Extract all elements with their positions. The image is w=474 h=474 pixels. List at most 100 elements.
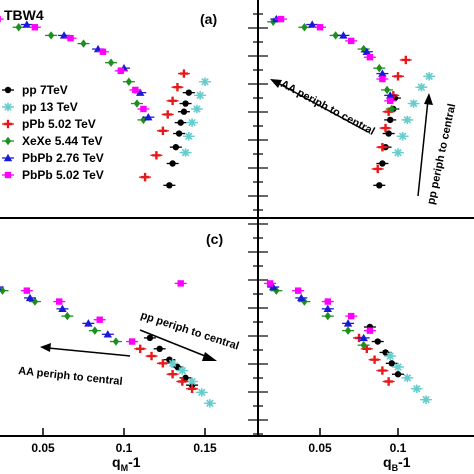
data-point-ppb [378,142,387,152]
data-point-pbpb276 [378,69,387,77]
arrow-pp-bottom [139,329,217,361]
data-point-pp13 [398,132,407,141]
data-point-pbpb276 [59,31,69,39]
data-marks [0,14,436,408]
axis-ticks: 0.05 0.1 0.15 0.05 0.1 [31,13,474,455]
data-point-pbpb276 [362,47,371,55]
data-point-pp13 [178,366,187,375]
legend-entry-pp13: pp 13 TeV [22,100,78,114]
data-point-pp13 [205,399,215,408]
data-point-pp7 [376,182,383,189]
arrow-aa-bottom [40,343,131,357]
data-point-pbpb276 [386,91,395,99]
data-point-pp13 [409,99,418,108]
figure-label: TBW4 [4,7,44,23]
legend-entry-pbpb276: PbPb 2.76 TeV [22,151,104,165]
data-point-pp13 [192,104,202,114]
data-point-xexe [125,77,133,86]
legend-entry-pp7: pp 7TeV [22,83,68,97]
data-point-ppb [179,69,189,78]
legend-marker-pbpb502 [4,171,12,179]
data-point-xexe [15,23,22,32]
data-point-pp13 [425,72,434,81]
panel-bottom-right [264,280,433,404]
x-tick-label: 0.05 [31,441,55,455]
data-point-ppb [373,164,382,174]
data-point-pp13 [417,83,426,92]
data-point-pbpb276 [339,31,348,39]
data-point-pp7 [169,160,176,167]
data-point-ppb [147,351,156,361]
data-point-xexe [47,31,55,40]
data-point-pbpb502 [366,54,374,61]
data-point-ppb [173,83,182,92]
data-point-pbpb502 [177,280,184,287]
x-tick-label: 0.1 [390,441,407,455]
panel-label-a: (a) [200,11,217,27]
data-point-pbpb276 [144,112,153,121]
data-point-xexe [133,99,141,108]
data-point-pp13 [403,373,412,383]
legend-marker-pp7 [4,86,12,94]
x-axis-title-right: qB-1 [383,454,411,473]
data-point-pbpb502 [266,280,274,287]
data-point-pbpb276 [359,333,368,342]
data-point-xexe [140,115,147,125]
data-point-pbpb502 [348,312,355,320]
data-point-ppb [401,55,410,65]
data-point-pbpb502 [96,316,103,323]
data-point-pp7 [177,119,184,126]
data-point-pp13 [187,377,197,386]
data-point-xexe [360,340,367,350]
data-point-xexe [64,311,71,321]
data-point-pp13 [184,132,193,141]
data-point-ppb [158,126,168,135]
data-point-pbpb502 [117,67,124,75]
x-tick-label: 0.05 [308,441,332,455]
data-point-pp7 [174,363,181,371]
x-tick-label: 0.15 [193,441,217,455]
data-point-pbpb502 [31,24,39,31]
data-point-ppb [384,377,393,386]
data-point-pp13 [181,148,190,157]
data-point-pp13 [197,388,206,397]
data-point-pbpb502 [56,298,63,305]
data-point-ppb [393,72,403,81]
legend-marker-pbpb276 [3,153,13,162]
data-point-pp13 [421,395,431,404]
data-point-pp7 [185,89,192,96]
legend: pp 7TeV pp 13 TeV pPb 5.02 TeV XeXe 5.44 Te… [2,83,104,182]
data-point-pbpb276 [84,319,93,327]
data-point-xexe [112,337,120,346]
data-point-pbpb276 [343,319,353,327]
x-tick-label: 0.1 [116,441,133,455]
annotation-aa-top: AA periph to central [279,78,377,138]
data-point-pp13 [195,91,205,100]
data-point-ppb [152,151,161,160]
data-point-pp13 [393,148,403,157]
data-point-ppb [381,123,390,133]
legend-entry-xexe: XeXe 5.44 TeV [22,134,103,148]
data-point-ppb [136,344,145,353]
data-point-xexe [0,286,6,295]
svg-text:qB-1: qB-1 [383,454,411,473]
data-point-xexe [332,31,339,40]
annotation-pp-top: pp periph to central [425,103,458,206]
data-point-xexe [107,58,115,67]
data-point-pbpb502 [387,97,394,105]
data-point-pp7 [166,182,173,189]
data-point-pbpb276 [308,20,317,28]
legend-marker-xexe [4,136,12,146]
data-point-xexe [301,23,308,32]
data-point-ppb [378,366,387,375]
panel-label-c: (c) [206,231,223,247]
x-axis-title-left: qM-1 [112,454,141,473]
data-point-pbpb502 [294,287,302,294]
data-point-pbpb502 [277,15,285,23]
legend-entry-pbpb502: PbPb 5.02 TeV [22,168,104,182]
data-point-pp7 [182,100,189,107]
data-point-pp13 [403,115,412,125]
data-point-pp7 [374,338,381,345]
data-point-pp13 [386,351,395,361]
